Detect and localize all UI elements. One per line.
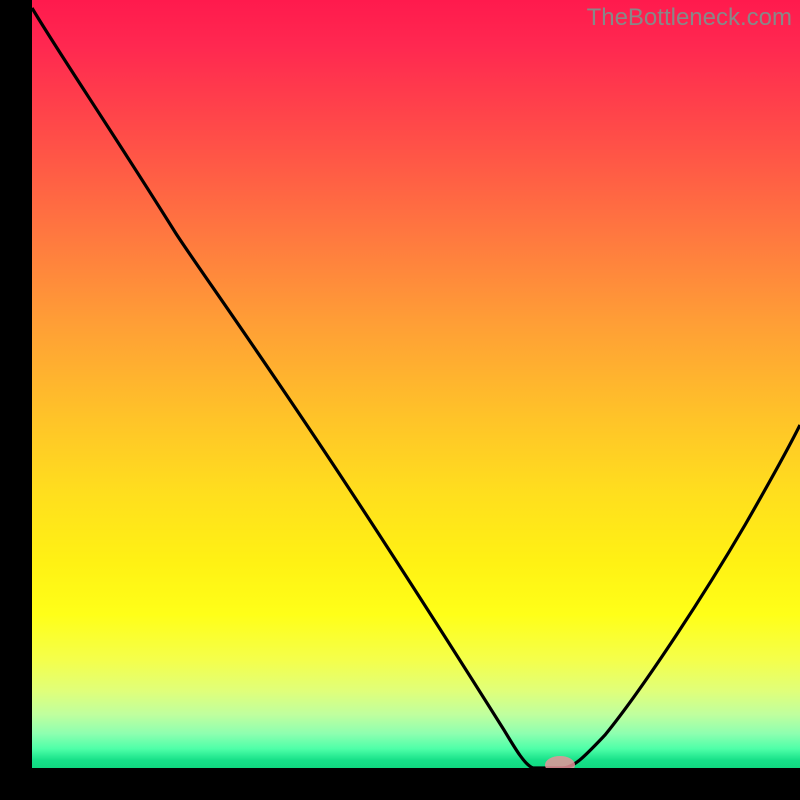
- bottleneck-chart: [0, 0, 800, 800]
- chart-container: TheBottleneck.com: [0, 0, 800, 800]
- watermark-text: TheBottleneck.com: [587, 4, 792, 32]
- plot-area: [32, 0, 800, 768]
